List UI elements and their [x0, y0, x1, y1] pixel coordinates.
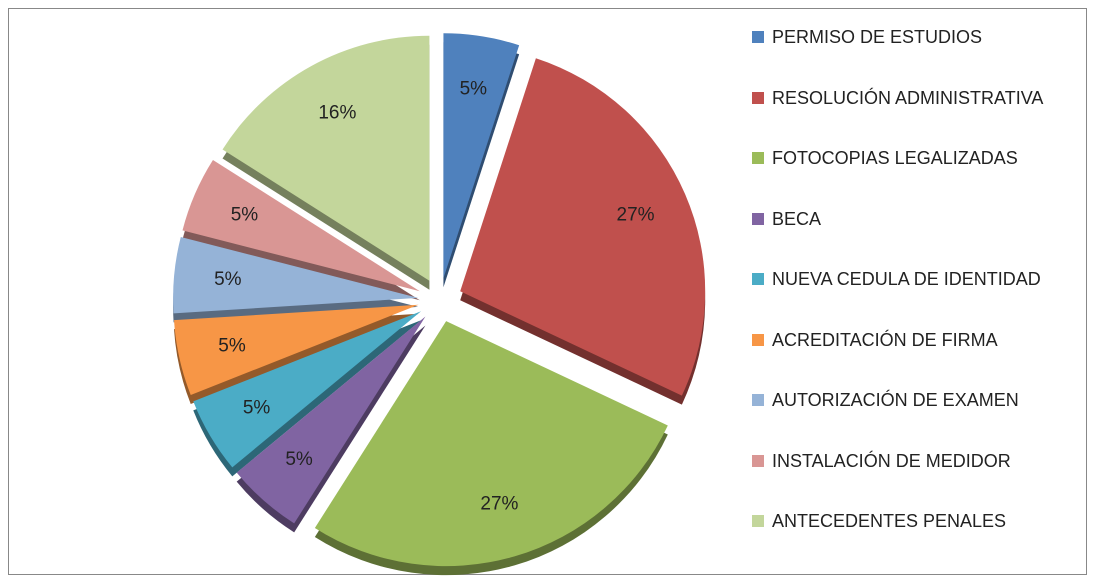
data-label: 5%: [231, 204, 259, 225]
legend-swatch: [752, 333, 764, 346]
slice: [222, 35, 430, 281]
data-label: 5%: [460, 79, 488, 100]
legend-label: AUTORIZACIÓN DE EXAMEN: [772, 390, 1019, 410]
legend-label: ANTECEDENTES PENALES: [772, 511, 1007, 531]
legend-item: PERMISO DE ESTUDIOS: [752, 22, 1072, 52]
slice: [236, 316, 426, 524]
slice: [173, 237, 419, 314]
legend-label: RESOLUCIÓN ADMINISTRATIVA: [772, 87, 1044, 108]
slice: [193, 311, 422, 468]
legend-label: BECA: [772, 208, 822, 229]
slice: [174, 304, 419, 395]
legend-item: FOTOCOPIAS LEGALIZADAS: [752, 143, 1072, 173]
legend-swatch: [752, 394, 764, 406]
data-label: 5%: [243, 397, 271, 418]
data-label: 5%: [214, 269, 242, 290]
legend-item: ACREDITACIÓN DE FIRMA: [752, 325, 1072, 355]
data-label: 5%: [218, 336, 246, 357]
legend-swatch: [752, 91, 764, 104]
legend-label: PERMISO DE ESTUDIOS: [772, 27, 983, 47]
legend-label: ACREDITACIÓN DE FIRMA: [772, 329, 998, 350]
data-label: 27%: [480, 494, 518, 515]
slice: [443, 33, 520, 279]
data-label: 16%: [318, 102, 356, 123]
legend-item: AUTORIZACIÓN DE EXAMEN: [752, 385, 1072, 415]
legend-item: BECA: [752, 204, 1072, 234]
legend-swatch: [752, 152, 764, 164]
chart-border: [8, 8, 1087, 575]
slice: [182, 159, 420, 292]
legend-label: INSTALACIÓN DE MEDIDOR: [772, 450, 1011, 471]
legend-item: INSTALACIÓN DE MEDIDOR: [752, 446, 1072, 476]
legend-swatch: [752, 515, 764, 527]
legend-swatch: [752, 454, 764, 467]
legend-item: RESOLUCIÓN ADMINISTRATIVA: [752, 83, 1072, 113]
legend-label: FOTOCOPIAS LEGALIZADAS: [772, 148, 1018, 168]
slice: [460, 58, 706, 396]
legend-item: NUEVA CEDULA DE IDENTIDAD: [752, 264, 1072, 294]
legend-item: ANTECEDENTES PENALES: [752, 506, 1072, 536]
legend-swatch: [752, 31, 764, 43]
legend-swatch: [752, 212, 764, 225]
data-label: 27%: [617, 204, 655, 225]
data-label: 5%: [285, 449, 313, 470]
legend-label: NUEVA CEDULA DE IDENTIDAD: [772, 269, 1041, 289]
legend-swatch: [752, 273, 764, 285]
slice: [314, 321, 668, 567]
